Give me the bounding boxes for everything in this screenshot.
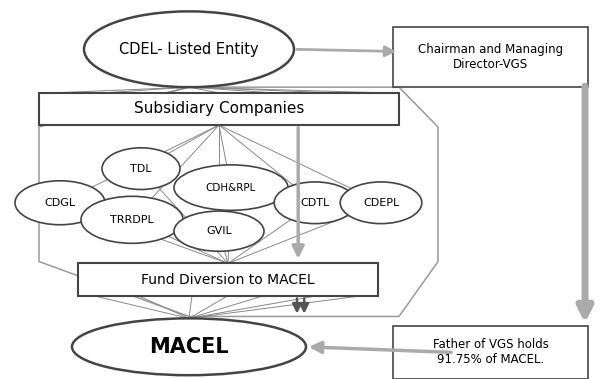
Ellipse shape: [72, 318, 306, 375]
Ellipse shape: [15, 181, 105, 225]
Text: CDGL: CDGL: [44, 198, 76, 208]
Ellipse shape: [84, 11, 294, 87]
Text: CDEL- Listed Entity: CDEL- Listed Entity: [119, 42, 259, 57]
Text: TDL: TDL: [130, 164, 152, 174]
FancyBboxPatch shape: [78, 263, 378, 296]
Text: Father of VGS holds
91.75% of MACEL.: Father of VGS holds 91.75% of MACEL.: [433, 338, 548, 366]
Text: CDH&RPL: CDH&RPL: [206, 183, 256, 193]
Ellipse shape: [174, 211, 264, 251]
FancyBboxPatch shape: [393, 326, 588, 379]
Text: CDEPL: CDEPL: [363, 198, 399, 208]
Ellipse shape: [340, 182, 422, 224]
Ellipse shape: [174, 165, 288, 210]
Text: Subsidiary Companies: Subsidiary Companies: [134, 102, 304, 116]
Text: Chairman and Managing
Director-VGS: Chairman and Managing Director-VGS: [418, 43, 563, 71]
Ellipse shape: [274, 182, 356, 224]
Text: GVIL: GVIL: [206, 226, 232, 236]
Text: Fund Diversion to MACEL: Fund Diversion to MACEL: [141, 273, 315, 287]
FancyBboxPatch shape: [39, 93, 399, 125]
Ellipse shape: [102, 148, 180, 190]
Ellipse shape: [81, 196, 183, 243]
FancyBboxPatch shape: [393, 27, 588, 87]
Text: MACEL: MACEL: [149, 337, 229, 357]
Text: TRRDPL: TRRDPL: [110, 215, 154, 225]
Text: CDTL: CDTL: [301, 198, 329, 208]
